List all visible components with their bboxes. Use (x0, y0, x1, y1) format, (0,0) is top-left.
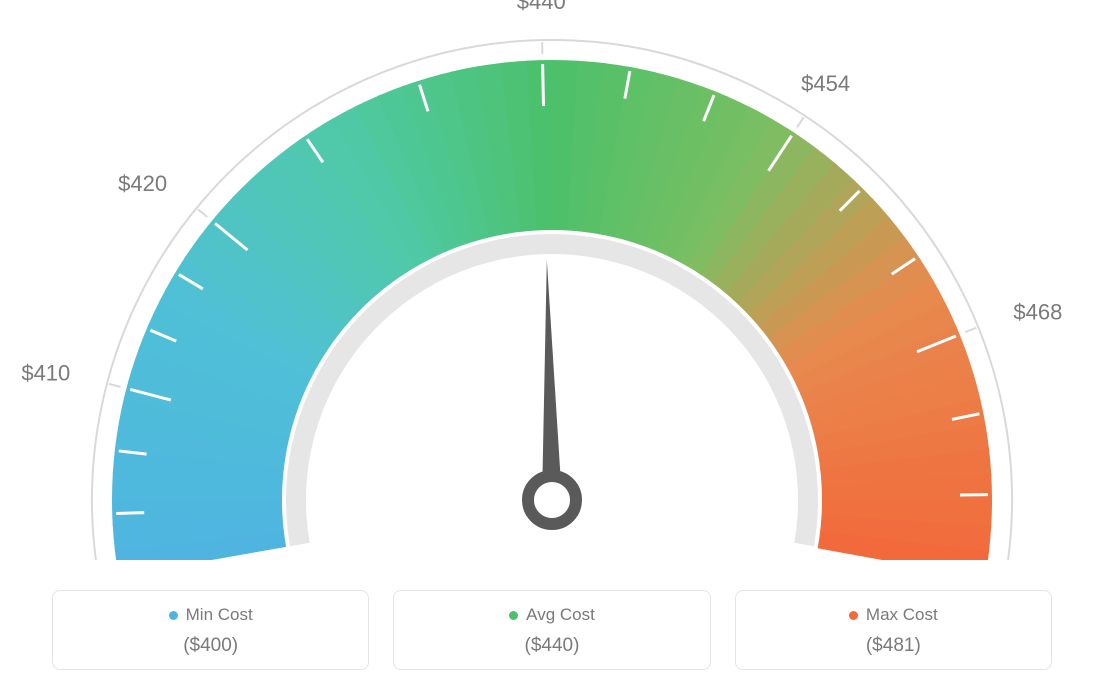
legend-row: Min Cost ($400) Avg Cost ($440) Max Cost ($48… (0, 590, 1104, 670)
legend-title-text: Avg Cost (526, 605, 595, 625)
legend-card-min: Min Cost ($400) (52, 590, 369, 670)
gauge-outline-tick (109, 384, 121, 387)
legend-title: Min Cost (169, 605, 253, 625)
gauge-outline-tick (965, 328, 976, 333)
gauge-minor-tick (116, 513, 144, 514)
gauge-svg: $400$410$420$440$454$468$481 (0, 0, 1104, 560)
gauge-tick-label: $440 (517, 0, 566, 14)
gauge-tick-label: $468 (1013, 300, 1062, 325)
legend-value: ($440) (394, 635, 709, 657)
legend-card-avg: Avg Cost ($440) (393, 590, 710, 670)
legend-value: ($400) (53, 635, 368, 657)
legend-card-max: Max Cost ($481) (735, 590, 1052, 670)
legend-title-text: Min Cost (186, 605, 253, 625)
cost-gauge-chart: $400$410$420$440$454$468$481 (0, 0, 1104, 560)
gauge-needle (542, 260, 562, 500)
legend-dot-icon (509, 611, 518, 620)
legend-dot-icon (849, 611, 858, 620)
gauge-tick-label: $454 (801, 71, 850, 96)
legend-title-text: Max Cost (866, 605, 938, 625)
legend-title: Max Cost (849, 605, 938, 625)
gauge-tick-label: $410 (21, 361, 70, 386)
gauge-tick-label: $420 (118, 171, 167, 196)
legend-dot-icon (169, 611, 178, 620)
gauge-major-tick (543, 64, 544, 106)
legend-title: Avg Cost (509, 605, 595, 625)
gauge-needle-hub (528, 476, 576, 524)
legend-value: ($481) (736, 635, 1051, 657)
gauge-outline-tick (198, 209, 207, 217)
gauge-outline-tick (797, 117, 804, 127)
